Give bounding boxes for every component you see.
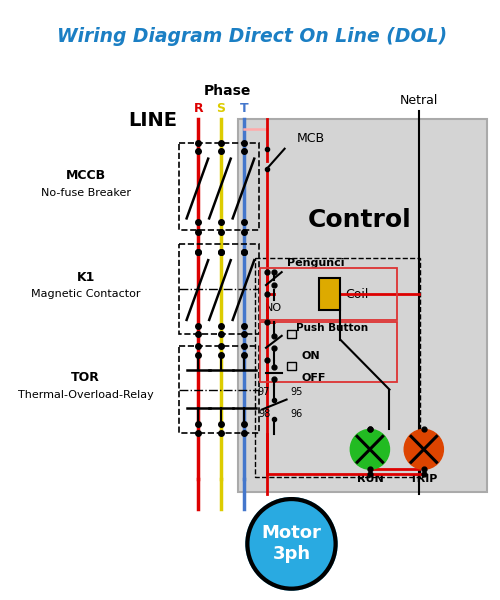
Text: MCCB: MCCB [66, 169, 106, 182]
Text: NO: NO [266, 303, 282, 313]
Text: T: T [240, 103, 249, 115]
Text: Pengunci: Pengunci [287, 258, 344, 268]
Text: 96: 96 [290, 409, 302, 419]
Text: MCB: MCB [296, 132, 324, 145]
Text: 95: 95 [290, 386, 302, 397]
Bar [179, 244, 259, 334]
Text: LINE: LINE [128, 112, 177, 130]
Bar [319, 278, 340, 310]
Bar [260, 322, 398, 382]
Text: K1: K1 [76, 271, 95, 284]
Circle shape [404, 430, 444, 469]
Bar [286, 362, 296, 370]
Circle shape [350, 430, 390, 469]
Text: Motor
3ph: Motor 3ph [262, 524, 322, 563]
Text: OFF: OFF [302, 373, 326, 383]
Text: S: S [216, 103, 226, 115]
Bar [260, 268, 398, 320]
Bar [179, 346, 259, 433]
Text: Phase: Phase [204, 84, 252, 98]
Text: TRIP: TRIP [410, 474, 438, 484]
Text: Wiring Diagram Direct On Line (DOL): Wiring Diagram Direct On Line (DOL) [57, 27, 448, 46]
Text: Thermal-Overload-Relay: Thermal-Overload-Relay [18, 389, 154, 400]
Text: ON: ON [302, 351, 320, 361]
Text: TOR: TOR [71, 371, 100, 384]
Text: Coil: Coil [346, 287, 369, 301]
Text: 98: 98 [258, 409, 270, 419]
Text: No-fuse Breaker: No-fuse Breaker [40, 187, 130, 197]
Text: Push Button: Push Button [296, 323, 368, 333]
Text: RUN: RUN [356, 474, 384, 484]
Text: Control: Control [308, 208, 412, 232]
Text: Magnetic Contactor: Magnetic Contactor [31, 289, 140, 299]
Text: Netral: Netral [400, 94, 438, 107]
Text: 97: 97 [258, 386, 270, 397]
Bar [179, 143, 259, 230]
Circle shape [248, 499, 336, 589]
Text: R: R [194, 103, 203, 115]
Bar [238, 119, 488, 492]
Bar [286, 330, 296, 338]
Bar [255, 258, 420, 477]
